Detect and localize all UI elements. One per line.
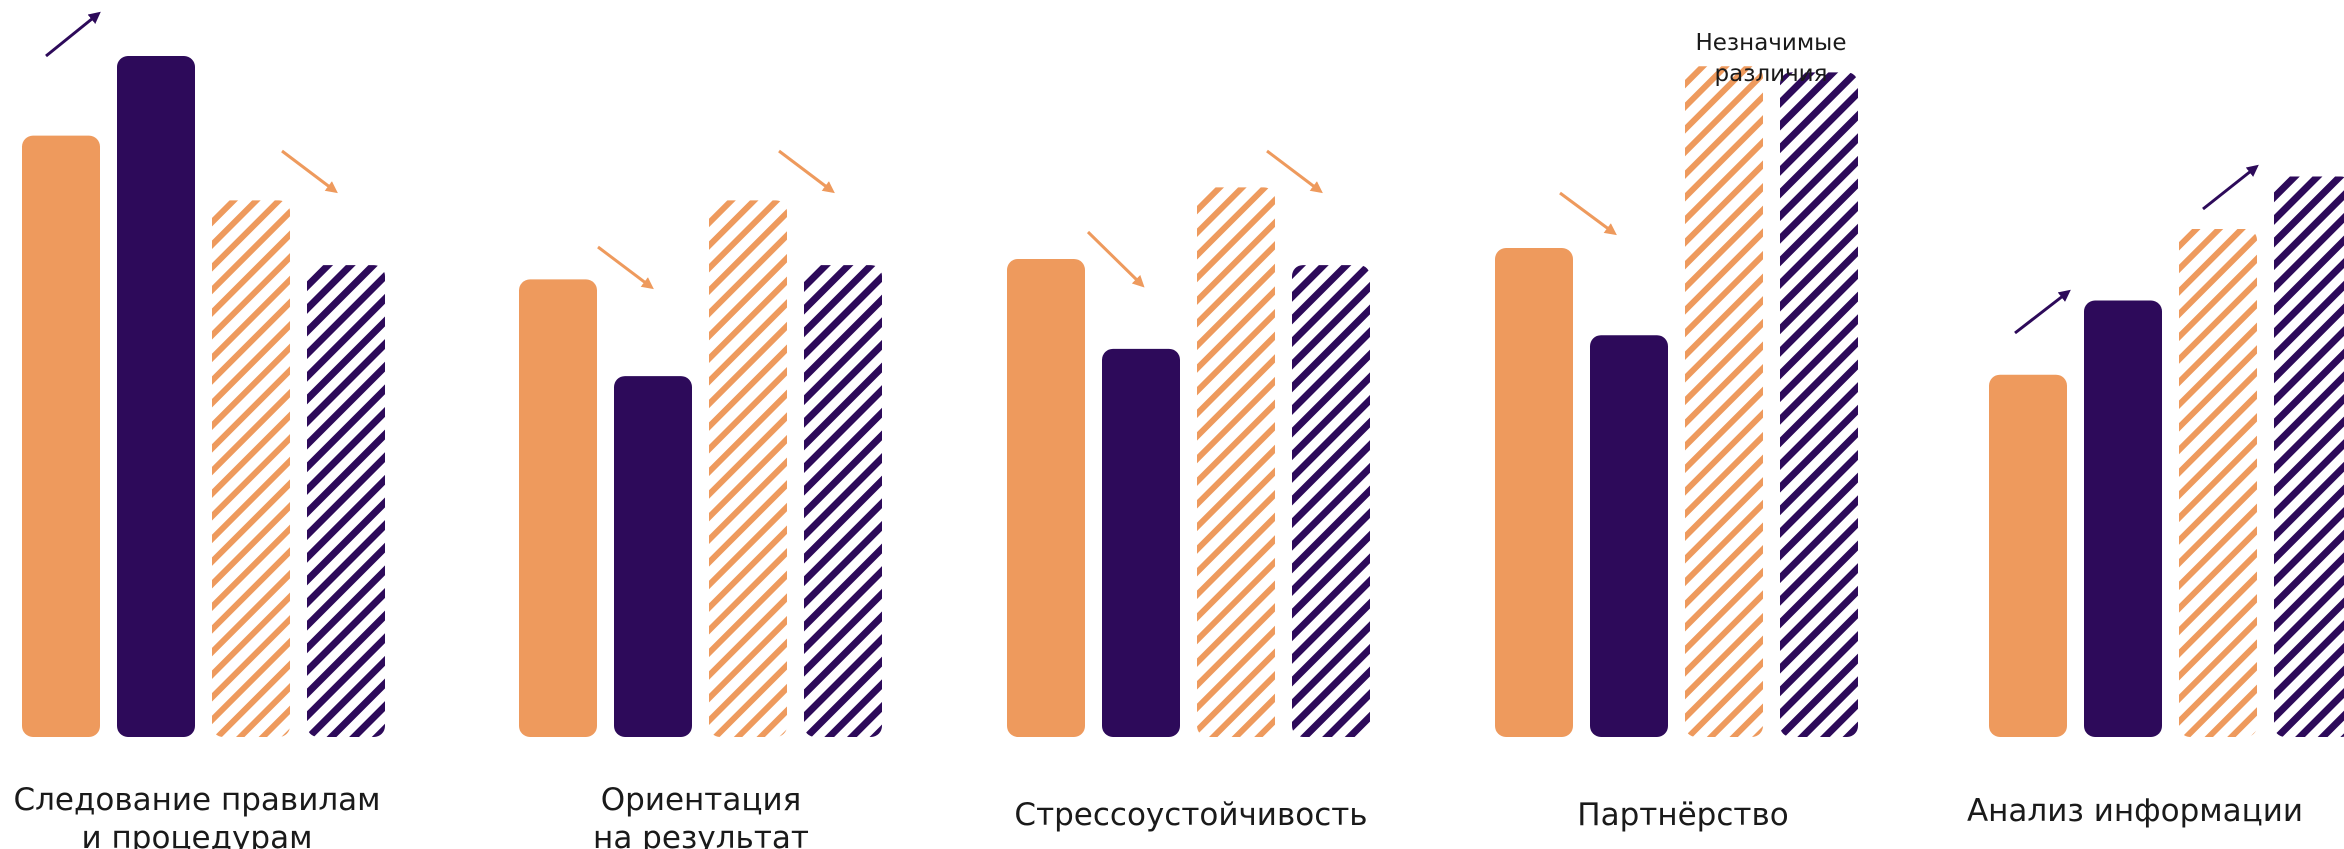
category-label-line: на результат bbox=[593, 820, 809, 849]
bar-series-3-cat-2 bbox=[709, 200, 787, 737]
trend-arrow-up-8 bbox=[2014, 289, 2071, 335]
category-label-line: Следование правилам bbox=[13, 782, 380, 818]
category-label-line: и процедурам bbox=[82, 820, 313, 849]
annotations-layer: Незначимые различия bbox=[1695, 30, 1846, 87]
bar-series-4-cat-2 bbox=[804, 265, 882, 737]
trend-arrow-down-5 bbox=[1086, 230, 1145, 288]
category-label-4: Партнёрство bbox=[1577, 797, 1788, 833]
bar-series-3-cat-4 bbox=[1685, 66, 1763, 738]
trend-arrow-down-2 bbox=[281, 149, 338, 194]
trend-arrow-up-9 bbox=[2202, 164, 2259, 211]
trend-arrow-down-3 bbox=[597, 245, 654, 290]
bar-series-2-cat-2 bbox=[614, 376, 692, 737]
bar-series-3-cat-1 bbox=[212, 200, 290, 737]
trend-arrows-layer bbox=[45, 11, 2259, 335]
annotation-insignificant: Незначимые различия bbox=[1695, 30, 1846, 87]
bar-series-4-cat-4 bbox=[1780, 72, 1858, 738]
bar-series-2-cat-1 bbox=[117, 56, 195, 737]
bar-series-1-cat-2 bbox=[519, 279, 597, 737]
category-label-3: Стрессоустойчивость bbox=[1014, 797, 1367, 833]
bar-series-4-cat-5 bbox=[2274, 176, 2344, 737]
category-label-line: Анализ информации bbox=[1967, 793, 2303, 829]
trend-arrow-down-6 bbox=[1266, 149, 1323, 194]
annotation-line: Незначимые bbox=[1695, 30, 1846, 56]
category-label-line: Ориентация bbox=[601, 782, 802, 818]
bar-series-1-cat-1 bbox=[22, 135, 100, 737]
bar-series-3-cat-3 bbox=[1197, 187, 1275, 738]
bar-series-1-cat-5 bbox=[1989, 374, 2067, 737]
bar-series-2-cat-5 bbox=[2084, 300, 2162, 737]
bar-series-3-cat-5 bbox=[2179, 228, 2257, 737]
trend-arrow-up-1 bbox=[45, 11, 101, 58]
category-labels-layer: Следование правилам и процедурам Ориентаци… bbox=[13, 782, 2303, 849]
trend-arrow-down-7 bbox=[1559, 191, 1617, 236]
trend-arrow-down-4 bbox=[778, 149, 835, 194]
annotation-line: различия bbox=[1715, 61, 1828, 87]
bar-series-4-cat-3 bbox=[1292, 265, 1370, 737]
bar-series-1-cat-3 bbox=[1007, 258, 1085, 737]
category-label-line: Стрессоустойчивость bbox=[1014, 797, 1367, 833]
bar-series-4-cat-1 bbox=[307, 265, 385, 737]
bars-layer bbox=[22, 56, 2344, 738]
bar-series-2-cat-4 bbox=[1590, 335, 1668, 737]
category-label-5: Анализ информации bbox=[1967, 793, 2303, 829]
bar-series-2-cat-3 bbox=[1102, 348, 1180, 737]
bar-series-1-cat-4 bbox=[1495, 248, 1573, 738]
category-label-1: Следование правилам и процедурам bbox=[13, 782, 380, 849]
category-label-line: Партнёрство bbox=[1577, 797, 1788, 833]
category-label-2: Ориентация на результат bbox=[593, 782, 809, 849]
